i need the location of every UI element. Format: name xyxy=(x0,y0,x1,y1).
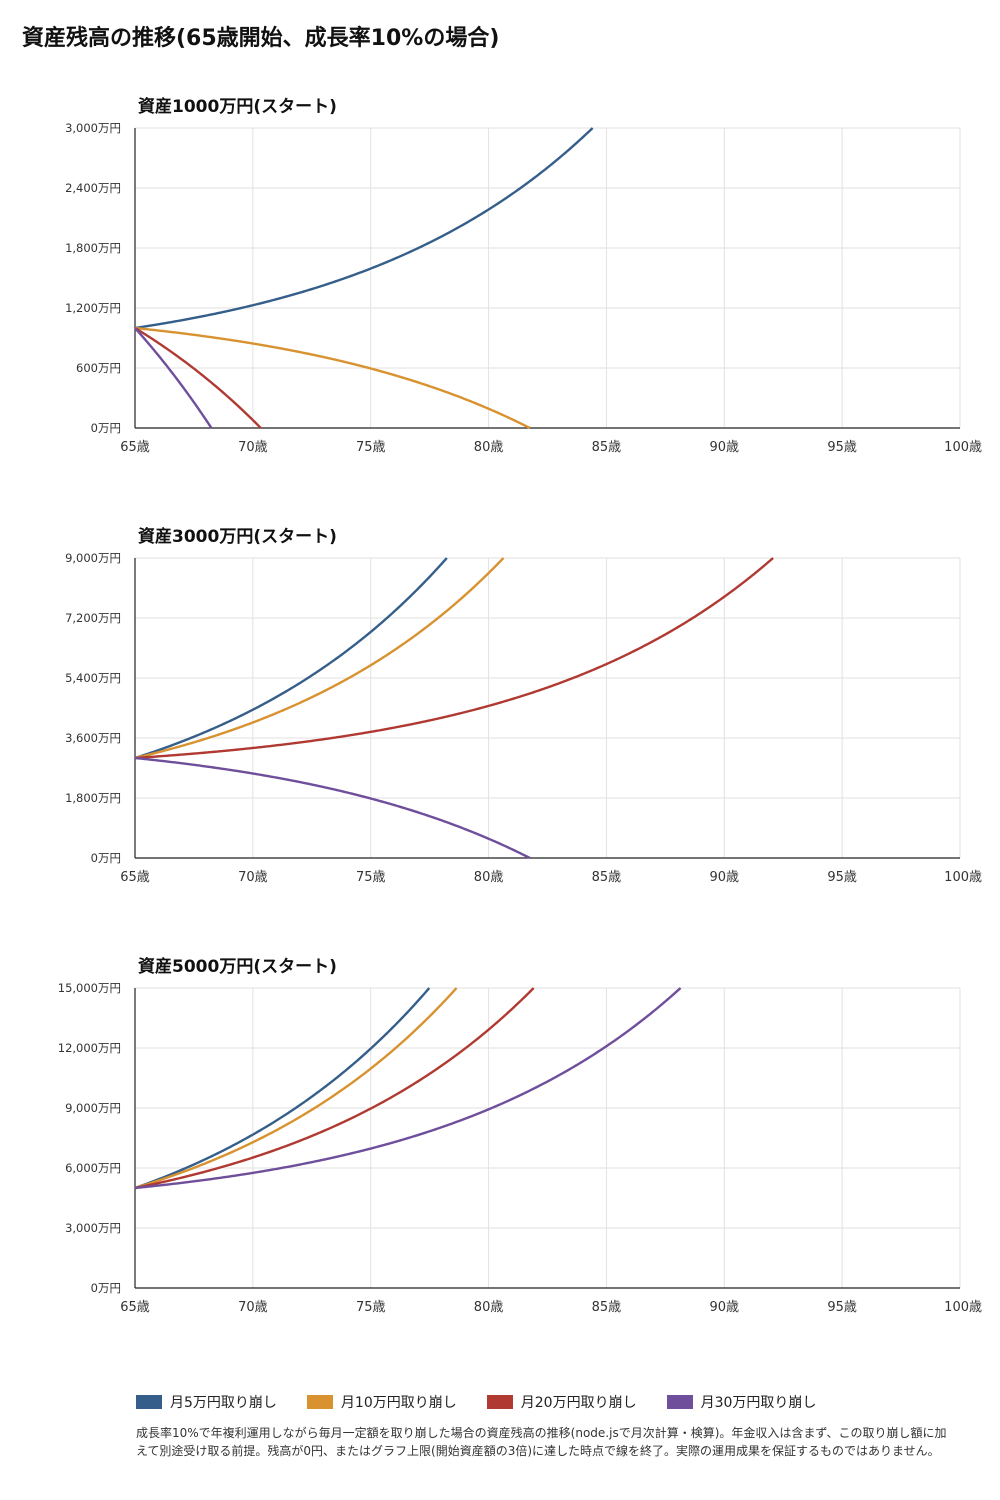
x-tick-label: 80歳 xyxy=(474,440,504,455)
x-tick-label: 65歳 xyxy=(120,870,150,885)
y-tick-label: 0万円 xyxy=(91,421,121,435)
y-tick-label: 1,800万円 xyxy=(65,791,121,805)
x-tick-label: 100歳 xyxy=(944,870,982,885)
series-line-20 xyxy=(134,557,774,760)
legend-label: 月5万円取り崩し xyxy=(170,1395,277,1411)
chart-3000: 資産3000万円(スタート) 65歳 70歳 75歳 80歳 85歳 90歳 95歳 100歳… xyxy=(0,522,1000,902)
x-tick-label: 95歳 xyxy=(827,440,857,455)
y-tick-label: 7,200万円 xyxy=(65,611,121,625)
series-line-10 xyxy=(134,987,458,1190)
y-tick-label: 3,000万円 xyxy=(65,122,121,135)
y-tick-label: 2,400万円 xyxy=(65,181,121,195)
x-tick-label: 95歳 xyxy=(827,1300,857,1315)
chart-title: 資産5000万円(スタート) xyxy=(138,957,337,977)
x-tick-label: 80歳 xyxy=(474,870,504,885)
y-tick-label: 9,000万円 xyxy=(65,552,121,565)
series-line-5 xyxy=(134,557,448,760)
x-tick-label: 95歳 xyxy=(827,870,857,885)
series-line-30 xyxy=(134,327,213,429)
series-line-5 xyxy=(134,127,594,330)
page-title: 資産残高の推移(65歳開始、成長率10%の場合) xyxy=(22,26,500,51)
x-tick-label: 65歳 xyxy=(120,1300,150,1315)
series-line-20 xyxy=(134,326,262,430)
y-tick-label: 6,000万円 xyxy=(65,1161,121,1175)
legend-swatch xyxy=(136,1395,162,1409)
chart-plot: 65歳 70歳 75歳 80歳 85歳 90歳 95歳 100歳 0万円 600万円 1,200万円… xyxy=(65,122,982,455)
x-tick-label: 70歳 xyxy=(238,440,268,455)
y-tick-label: 3,000万円 xyxy=(65,1221,121,1235)
series-line-20 xyxy=(134,987,535,1190)
series-line-30 xyxy=(134,756,532,860)
legend-swatch xyxy=(666,1395,693,1409)
legend: 月5万円取り崩し 月10万円取り崩し 月20万円取り崩し 月30万円取り崩し xyxy=(136,1392,816,1412)
legend-item-10: 月10万円取り崩し xyxy=(306,1392,457,1412)
x-tick-label: 90歳 xyxy=(710,440,740,455)
legend-label: 月30万円取り崩し xyxy=(700,1395,817,1411)
y-tick-label: 1,800万円 xyxy=(65,241,121,255)
x-tick-label: 85歳 xyxy=(592,870,622,885)
x-tick-label: 90歳 xyxy=(710,870,740,885)
y-tick-label: 600万円 xyxy=(76,361,121,375)
x-tick-label: 85歳 xyxy=(592,1300,622,1315)
y-tick-label: 5,400万円 xyxy=(65,671,121,685)
legend-swatch xyxy=(306,1395,333,1409)
y-tick-label: 12,000万円 xyxy=(58,1041,121,1055)
y-tick-label: 0万円 xyxy=(91,851,121,865)
y-tick-label: 0万円 xyxy=(91,1281,121,1295)
x-tick-label: 100歳 xyxy=(944,1300,982,1315)
x-tick-label: 65歳 xyxy=(120,440,150,455)
legend-label: 月20万円取り崩し xyxy=(520,1395,637,1411)
x-tick-label: 70歳 xyxy=(238,1300,268,1315)
x-tick-label: 90歳 xyxy=(710,1300,740,1315)
y-tick-label: 9,000万円 xyxy=(65,1101,121,1115)
y-tick-label: 15,000万円 xyxy=(58,982,121,995)
legend-item-20: 月20万円取り崩し xyxy=(486,1392,637,1412)
legend-item-5: 月5万円取り崩し xyxy=(136,1392,277,1412)
series-line-30 xyxy=(134,987,682,1190)
y-tick-label: 3,600万円 xyxy=(65,731,121,745)
x-tick-label: 80歳 xyxy=(474,1300,504,1315)
chart-5000: 資産5000万円(スタート) 65歳 70歳 75歳 80歳 85歳 90歳 95歳 100歳… xyxy=(0,952,1000,1332)
legend-swatch xyxy=(486,1395,513,1409)
legend-label: 月10万円取り崩し xyxy=(340,1395,457,1411)
chart-title: 資産3000万円(スタート) xyxy=(138,527,337,547)
footnote: 成長率10%で年複利運用しながら毎月一定額を取り崩した場合の資産残高の推移(no… xyxy=(136,1426,947,1458)
x-tick-label: 75歳 xyxy=(356,440,386,455)
series-line-5 xyxy=(134,987,431,1190)
legend-item-30: 月30万円取り崩し xyxy=(666,1392,817,1412)
series-line-10 xyxy=(134,557,505,760)
chart-plot: 65歳 70歳 75歳 80歳 85歳 90歳 95歳 100歳 0万円 1,800万円 3,600… xyxy=(65,552,982,885)
x-tick-label: 70歳 xyxy=(238,870,268,885)
y-tick-label: 1,200万円 xyxy=(65,301,121,315)
x-tick-label: 75歳 xyxy=(356,870,386,885)
chart-plot: 65歳 70歳 75歳 80歳 85歳 90歳 95歳 100歳 0万円 3,000万円 6,000… xyxy=(58,982,982,1315)
x-tick-label: 100歳 xyxy=(944,440,982,455)
series-line-10 xyxy=(134,326,532,430)
chart-1000: 資産1000万円(スタート) 65歳 70歳 75歳 80歳 85歳 90歳 95歳 100歳… xyxy=(0,92,1000,472)
x-tick-label: 85歳 xyxy=(592,440,622,455)
x-tick-label: 75歳 xyxy=(356,1300,386,1315)
chart-title: 資産1000万円(スタート) xyxy=(138,97,337,117)
